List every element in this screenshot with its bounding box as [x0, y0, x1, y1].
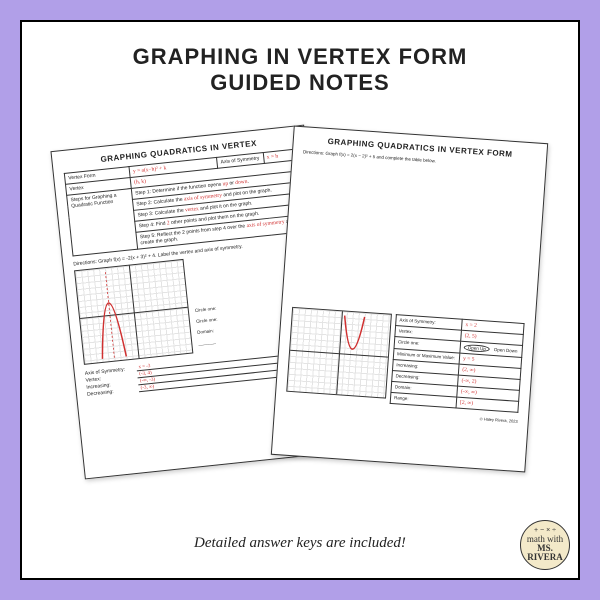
- title-line-1: GRAPHING IN VERTEX FORM: [22, 44, 578, 70]
- worksheet-right: GRAPHING QUADRATICS IN VERTEX FORM Direc…: [271, 126, 548, 473]
- graph-right: [286, 307, 392, 399]
- footer-text: Detailed answer keys are included!: [22, 535, 578, 552]
- main-title: GRAPHING IN VERTEX FORM GUIDED NOTES: [22, 44, 578, 97]
- graph-left: [74, 259, 193, 365]
- parabola-up-icon: [287, 308, 393, 400]
- brand-logo: + − × ÷ math with MS. RIVERA: [520, 520, 570, 570]
- worksheet-stage: GRAPHING QUADRATICS IN VERTEX Vertex For…: [22, 122, 578, 482]
- content-frame: GRAPHING IN VERTEX FORM GUIDED NOTES GRA…: [20, 20, 580, 580]
- answer-table-right: Axis of Symmetry:x = 2 Vertex:(2, 5) Cir…: [390, 314, 525, 413]
- logo-line-2: MS. RIVERA: [521, 544, 569, 563]
- parabola-down-icon: [75, 260, 194, 366]
- title-line-2: GUIDED NOTES: [22, 70, 578, 96]
- cell-steps-lbl: Steps for Graphing a Quadratic Function: [67, 188, 138, 255]
